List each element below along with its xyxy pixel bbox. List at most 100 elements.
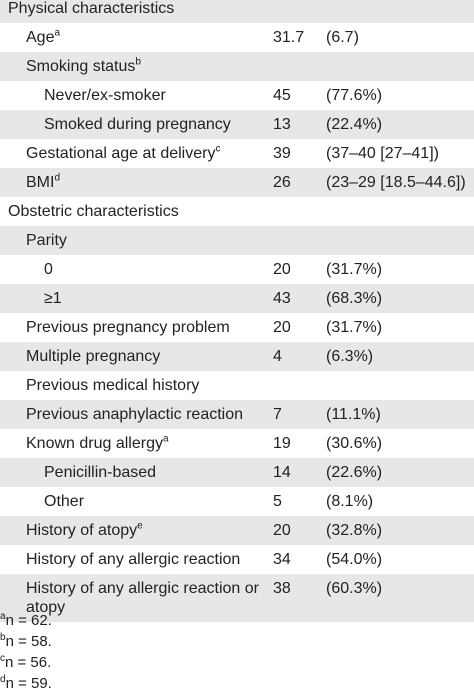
row-label: History of any allergic reaction or atop…	[26, 579, 265, 617]
table-row: Physical characteristics	[0, 0, 474, 23]
count: 20	[273, 261, 291, 278]
label-text: Previous medical history	[26, 377, 200, 394]
footnote-text: n = 58.	[5, 633, 52, 650]
label-text: Previous pregnancy problem	[26, 319, 230, 336]
table-row: Agea 31.7 (6.7)	[0, 23, 474, 52]
label-text: Parity	[26, 232, 67, 249]
percent: (6.3%)	[326, 348, 374, 365]
label-text: Previous anaphylactic reaction	[26, 406, 244, 423]
footnote-mark: d	[0, 674, 6, 685]
row-label: Gestational age at deliveryc	[26, 144, 265, 163]
table-row: BMId 26 (23–29 [18.5–44.6])	[0, 168, 474, 197]
percent: (23–29 [18.5–44.6])	[326, 174, 466, 191]
footnote: dn = 59.	[0, 674, 52, 694]
label-text: Gestational age at delivery	[26, 145, 216, 162]
row-label: Penicillin-based	[44, 463, 265, 482]
footnote: cn = 56.	[0, 653, 51, 673]
table-row: Previous anaphylactic reaction 7 (11.1%)	[0, 400, 474, 429]
percent: (31.7%)	[326, 261, 383, 278]
row-label: Previous pregnancy problem	[26, 318, 265, 337]
row-label: BMId	[26, 173, 265, 192]
label-text: Penicillin-based	[44, 464, 157, 481]
count: 20	[273, 522, 291, 539]
percent: (22.4%)	[326, 116, 383, 133]
row-label: Previous medical history	[26, 376, 265, 395]
row-label: Previous anaphylactic reaction	[26, 405, 265, 424]
count: 5	[273, 493, 282, 510]
footnote-text: n = 56.	[5, 654, 52, 671]
percent: (77.6%)	[326, 87, 383, 104]
label-text: History of any allergic reaction or atop…	[26, 580, 259, 616]
percent: (31.7%)	[326, 319, 383, 336]
footnote-mark: c	[215, 143, 221, 155]
label-text: Physical characteristics	[8, 0, 175, 17]
percent: (22.6%)	[326, 464, 383, 481]
table-row: Obstetric characteristics	[0, 197, 474, 226]
label-text: History of atopy	[26, 522, 138, 539]
table-row: ≥1 43 (68.3%)	[0, 284, 474, 313]
footnote: an = 62.	[0, 611, 52, 631]
label-text: Multiple pregnancy	[26, 348, 161, 365]
percent: (6.7)	[326, 29, 359, 46]
footnote-mark: a	[0, 611, 6, 622]
row-label: Never/ex-smoker	[44, 86, 265, 105]
label-text: 0	[44, 261, 53, 278]
count: 7	[273, 406, 282, 423]
percent: (68.3%)	[326, 290, 383, 307]
label-text: ≥1	[44, 290, 62, 307]
label-text: History of any allergic reaction	[26, 551, 241, 568]
count: 4	[273, 348, 282, 365]
count: 20	[273, 319, 291, 336]
label-text: BMI	[26, 174, 55, 191]
percent: (30.6%)	[326, 435, 383, 452]
footnote-mark: b	[0, 632, 6, 643]
footnote-text: n = 59.	[5, 675, 52, 692]
percent: (37–40 [27–41])	[326, 145, 439, 162]
count: 26	[273, 174, 291, 191]
count: 13	[273, 116, 291, 133]
label-text: Age	[26, 29, 55, 46]
count: 34	[273, 551, 291, 568]
table-row: History of any allergic reaction or atop…	[0, 574, 474, 622]
count: 14	[273, 464, 291, 481]
label-text: Smoked during pregnancy	[44, 116, 231, 133]
count: 45	[273, 87, 291, 104]
table-row: Penicillin-based 14 (22.6%)	[0, 458, 474, 487]
percent: (8.1%)	[326, 493, 374, 510]
footnote: bn = 58.	[0, 632, 52, 652]
label-text: Obstetric characteristics	[8, 203, 179, 220]
label-text: Never/ex-smoker	[44, 87, 166, 104]
table-row: Never/ex-smoker 45 (77.6%)	[0, 81, 474, 110]
footnote-mark: e	[137, 520, 143, 532]
percent: (60.3%)	[326, 580, 383, 597]
percent: (54.0%)	[326, 551, 383, 568]
footnote-mark: a	[162, 433, 169, 445]
row-label: Smoking statusb	[26, 57, 265, 76]
footnote-mark: a	[54, 27, 61, 39]
table-row: Smoked during pregnancy 13 (22.4%)	[0, 110, 474, 139]
row-label: Known drug allergya	[26, 434, 265, 453]
row-label: Smoked during pregnancy	[44, 115, 265, 134]
footnote-mark: d	[54, 172, 61, 184]
table-row: Previous medical history	[0, 371, 474, 400]
percent: (32.8%)	[326, 522, 383, 539]
row-label: 0	[44, 260, 265, 279]
table-row: History of atopye 20 (32.8%)	[0, 516, 474, 545]
label-text: Other	[44, 493, 85, 510]
table-row: Previous pregnancy problem 20 (31.7%)	[0, 313, 474, 342]
label-text: Smoking status	[26, 58, 136, 75]
table-row: 0 20 (31.7%)	[0, 255, 474, 284]
row-label: Parity	[26, 231, 265, 250]
count: 19	[273, 435, 291, 452]
row-label: Other	[44, 492, 265, 511]
table-row: History of any allergic reaction 34 (54.0%…	[0, 545, 474, 574]
label-text: Known drug allergy	[26, 435, 163, 452]
table-row: Gestational age at deliveryc 39 (37–40 [27…	[0, 139, 474, 168]
row-label: Agea	[26, 28, 265, 47]
row-label: Obstetric characteristics	[8, 202, 265, 221]
table-row: Known drug allergya 19 (30.6%)	[0, 429, 474, 458]
percent: (11.1%)	[326, 406, 381, 423]
footnote-text: n = 62.	[5, 612, 52, 629]
count: 43	[273, 290, 291, 307]
table-row: Other 5 (8.1%)	[0, 487, 474, 516]
